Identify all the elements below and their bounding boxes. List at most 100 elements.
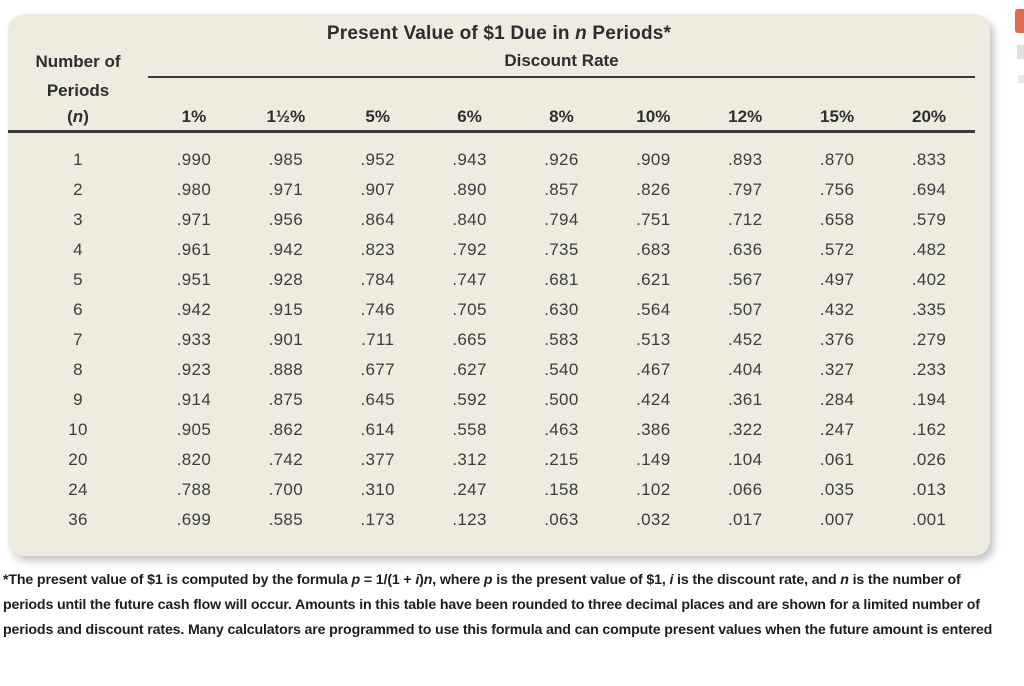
value-cell: .926: [544, 149, 579, 169]
value-cell: .923: [176, 359, 212, 379]
value-cell: .705: [452, 299, 487, 319]
period-cell: 4: [73, 239, 83, 259]
period-cell: 36: [68, 509, 88, 529]
period-cell: 6: [73, 299, 83, 319]
value-cell: .335: [911, 299, 947, 319]
value-cell: .751: [636, 209, 671, 229]
value-cell: .377: [360, 449, 395, 469]
value-cell: .888: [268, 359, 303, 379]
value-cell: .063: [544, 509, 579, 529]
value-cell: .870: [819, 149, 855, 169]
value-cell: .558: [452, 419, 487, 439]
value-cell: .942: [268, 239, 303, 259]
value-cell: .711: [361, 329, 395, 349]
present-value-table: Number of Discount Rate Periods (n) 1% 1½…: [8, 46, 975, 535]
value-cell: .784: [360, 269, 395, 289]
period-cell: 24: [68, 479, 88, 499]
rate-column-header: 8%: [515, 105, 608, 133]
value-cell: .017: [728, 509, 763, 529]
value-cell: .747: [452, 269, 487, 289]
value-cell: .322: [728, 419, 763, 439]
value-cell: .636: [728, 239, 763, 259]
value-cell: .645: [360, 389, 395, 409]
value-cell: .840: [452, 209, 487, 229]
value-cell: .915: [268, 299, 303, 319]
value-cell: .971: [176, 209, 212, 229]
table-row: 5 .951 .928 .784 .747 .681 .621 .567 .497 .402: [8, 265, 975, 295]
period-cell: 5: [73, 269, 83, 289]
value-cell: .376: [819, 329, 855, 349]
value-cell: .788: [176, 479, 212, 499]
value-cell: .907: [360, 179, 395, 199]
rate-column-header: 6%: [423, 105, 516, 133]
value-cell: .746: [360, 299, 395, 319]
value-cell: .123: [452, 509, 487, 529]
page-edge-cutoff-red-fragment: [1015, 9, 1024, 33]
value-cell: .579: [911, 209, 947, 229]
value-cell: .386: [636, 419, 671, 439]
value-cell: .742: [268, 449, 303, 469]
period-cell: 9: [73, 389, 83, 409]
rate-column-header: 15%: [791, 105, 883, 133]
table-row: 8 .923 .888 .677 .627 .540 .467 .404 .327 .233: [8, 355, 975, 385]
value-cell: .862: [268, 419, 303, 439]
value-cell: .794: [544, 209, 579, 229]
rate-header-row: (n) 1% 1½% 5% 6% 8% 10% 12% 15% 20%: [8, 105, 975, 133]
table-title: Present Value of $1 Due in n Periods*: [326, 23, 672, 44]
value-cell: .102: [636, 479, 671, 499]
value-cell: .463: [544, 419, 579, 439]
value-cell: .990: [176, 149, 212, 169]
period-cell: 10: [68, 419, 88, 439]
value-cell: .402: [911, 269, 947, 289]
value-cell: .497: [819, 269, 855, 289]
value-cell: .875: [268, 389, 303, 409]
period-cell: 2: [73, 179, 83, 199]
table-row: 24 .788 .700 .310 .247 .158 .102 .066 .035 .013: [8, 475, 975, 505]
value-cell: .980: [176, 179, 212, 199]
rate-column-header: 20%: [883, 105, 975, 133]
value-cell: .943: [452, 149, 487, 169]
value-cell: .500: [544, 389, 579, 409]
value-cell: .712: [728, 209, 763, 229]
row-header-line2-row: Periods: [8, 77, 975, 105]
value-cell: .658: [819, 209, 855, 229]
rate-column-header: 1%: [148, 105, 240, 133]
value-cell: .247: [452, 479, 487, 499]
value-cell: .933: [176, 329, 212, 349]
value-cell: .572: [819, 239, 855, 259]
value-cell: .630: [544, 299, 579, 319]
value-cell: .215: [544, 449, 579, 469]
value-cell: .327: [819, 359, 855, 379]
value-cell: .162: [911, 419, 947, 439]
value-cell: .007: [819, 509, 855, 529]
period-cell: 3: [73, 209, 83, 229]
table-row: 3 .971 .956 .864 .840 .794 .751 .712 .658 .579: [8, 205, 975, 235]
discount-rate-header: Discount Rate: [148, 46, 975, 78]
value-cell: .061: [819, 449, 855, 469]
value-cell: .507: [728, 299, 763, 319]
value-cell: .149: [636, 449, 671, 469]
footnote-line: periods and discount rates. Many calcula…: [3, 622, 993, 638]
table-row: 9 .914 .875 .645 .592 .500 .424 .361 .284 .194: [8, 385, 975, 415]
value-cell: .452: [728, 329, 763, 349]
value-cell: .797: [728, 179, 763, 199]
value-cell: .567: [728, 269, 763, 289]
value-cell: .694: [911, 179, 947, 199]
value-cell: .942: [176, 299, 212, 319]
value-cell: .404: [728, 359, 763, 379]
value-cell: .627: [452, 359, 487, 379]
value-cell: .985: [268, 149, 303, 169]
value-cell: .665: [452, 329, 487, 349]
value-cell: .952: [360, 149, 395, 169]
value-cell: .513: [636, 329, 671, 349]
value-cell: .735: [544, 239, 579, 259]
value-cell: .233: [911, 359, 947, 379]
value-cell: .971: [268, 179, 303, 199]
value-cell: .826: [636, 179, 671, 199]
value-cell: .026: [911, 449, 947, 469]
table-body: 1 .990 .985 .952 .943 .926 .909 .893 .870 .833 2 .9…: [8, 131, 975, 535]
n-column-header: (n): [8, 105, 148, 133]
value-cell: .104: [728, 449, 763, 469]
value-cell: .905: [176, 419, 212, 439]
value-cell: .173: [360, 509, 395, 529]
